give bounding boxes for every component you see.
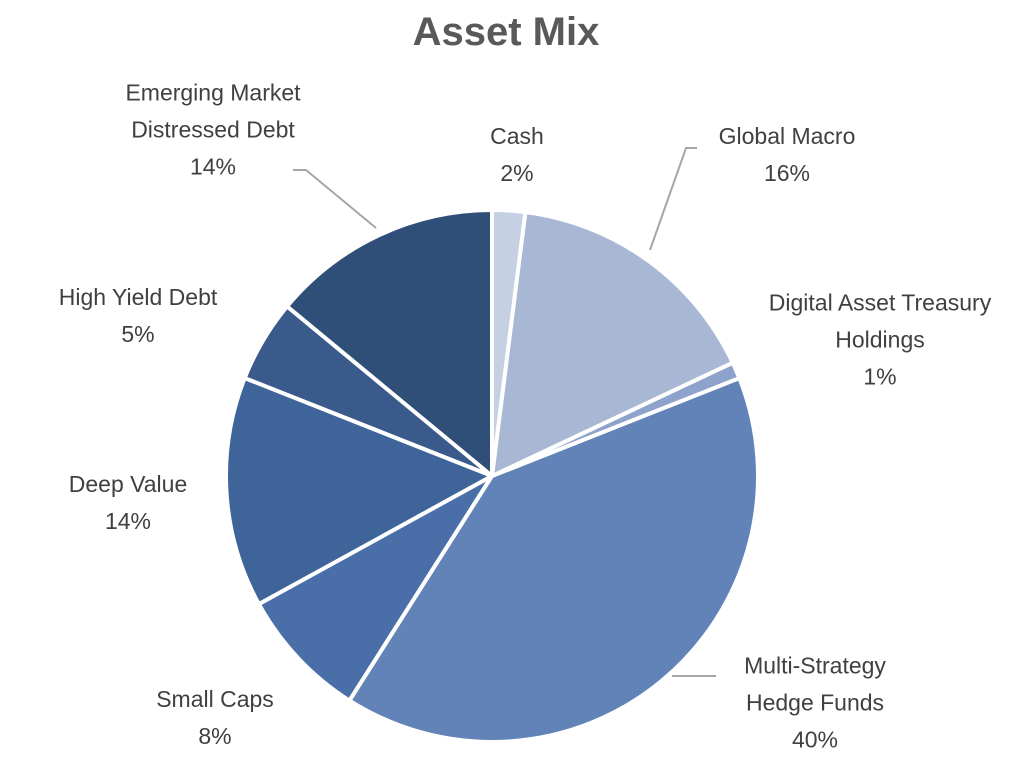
pie-slice (490, 208, 528, 478)
slice-label: Multi-Strategy Hedge Funds 40% (715, 648, 915, 759)
category-label: Small Caps (156, 686, 274, 712)
value-label: 14% (104, 508, 152, 534)
category-label: High Yield Debt (58, 284, 218, 310)
slice-label: Global Macro 16% (657, 118, 917, 192)
category-label: Multi-Strategy Hedge Funds (744, 652, 886, 716)
leader-line (293, 169, 377, 229)
value-label: 8% (198, 723, 232, 749)
value-label: 16% (763, 160, 811, 186)
category-label: Deep Value (68, 471, 188, 497)
pie-slice (490, 210, 735, 478)
category-label: Global Macro (718, 123, 856, 149)
slice-label: Cash 2% (417, 118, 617, 192)
slice-label: Deep Value 14% (0, 466, 258, 540)
category-label: Cash (490, 123, 544, 149)
slice-label: Emerging Market Distressed Debt 14% (98, 75, 328, 186)
pie-slice (347, 376, 760, 744)
slice-label: High Yield Debt 5% (8, 279, 268, 353)
category-label: Emerging Market Distressed Debt (125, 79, 301, 143)
value-label: 5% (121, 321, 155, 347)
value-label: 14% (189, 153, 237, 180)
category-label: Digital Asset Treasury Holdings (768, 289, 992, 353)
chart-title: Asset Mix (412, 10, 600, 54)
pie-slice (285, 208, 494, 478)
pie-slice (224, 376, 494, 607)
leader-line (649, 147, 697, 251)
slice-label: Small Caps 8% (85, 681, 345, 755)
value-label: 2% (500, 160, 534, 186)
slice-label: Digital Asset Treasury Holdings 1% (763, 285, 998, 396)
value-label: 40% (791, 726, 839, 753)
pie-slice (256, 474, 494, 703)
value-label: 1% (863, 363, 897, 390)
